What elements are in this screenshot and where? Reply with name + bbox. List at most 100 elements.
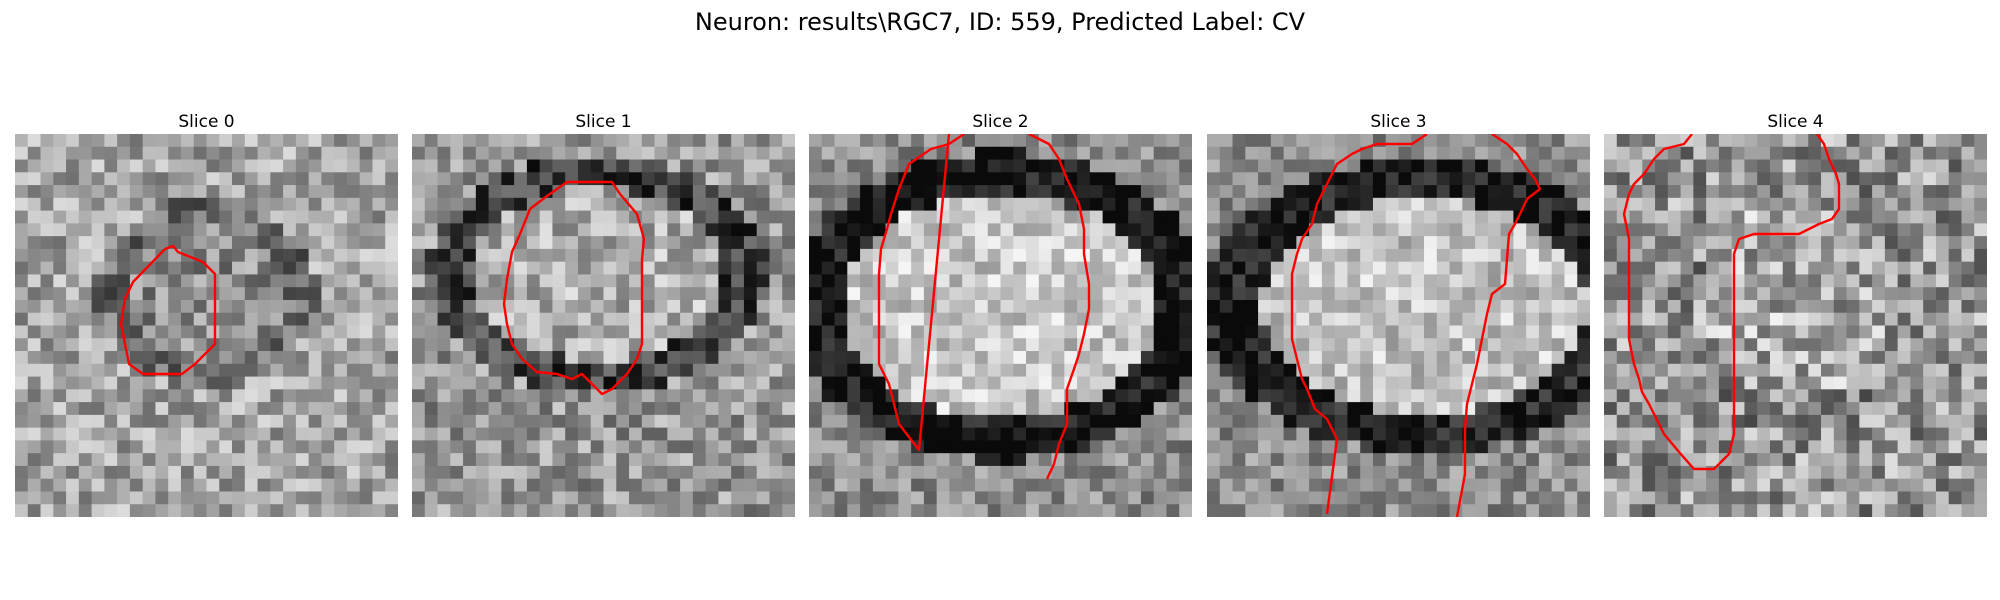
image-pixel (1321, 197, 1336, 212)
image-pixel (232, 504, 246, 517)
image-pixel (283, 402, 297, 416)
image-pixel (667, 453, 681, 467)
image-pixel (1872, 134, 1886, 148)
image-pixel (1833, 134, 1848, 148)
image-pixel (962, 185, 976, 199)
image-pixel (1961, 197, 1975, 212)
image-pixel (1385, 134, 1400, 148)
image-pixel (962, 325, 976, 339)
image-pixel (1718, 363, 1733, 378)
image-pixel (565, 325, 579, 339)
image-pixel (321, 134, 335, 148)
image-pixel (809, 172, 823, 186)
image-pixel (1102, 210, 1116, 224)
image-pixel (1833, 427, 1848, 441)
image-pixel (1487, 299, 1502, 314)
image-pixel (1961, 453, 1975, 467)
image-pixel (1436, 402, 1451, 416)
image-pixel (1219, 363, 1234, 378)
image-pixel (1604, 248, 1618, 263)
image-pixel (782, 159, 795, 173)
image-pixel (1038, 299, 1053, 314)
image-pixel (1411, 427, 1425, 441)
image-pixel (552, 274, 566, 288)
image-pixel (1513, 465, 1527, 480)
image-pixel (1680, 376, 1694, 390)
image-pixel (667, 172, 681, 186)
image-pixel (1064, 338, 1078, 352)
image-pixel (885, 287, 899, 301)
image-pixel (1475, 440, 1489, 454)
image-pixel (718, 248, 732, 263)
image-pixel (1283, 274, 1297, 288)
image-pixel (1115, 287, 1129, 301)
image-pixel (1577, 440, 1590, 454)
image-pixel (463, 363, 477, 378)
image-pixel (501, 351, 515, 365)
image-pixel (424, 172, 439, 186)
image-pixel (270, 338, 284, 352)
image-pixel (1859, 134, 1873, 148)
image-pixel (257, 402, 271, 416)
image-pixel (219, 134, 233, 148)
image-pixel (15, 338, 29, 352)
image-pixel (1321, 159, 1336, 173)
image-pixel (1000, 402, 1014, 416)
image-pixel (334, 223, 348, 237)
image-pixel (257, 146, 271, 161)
image-pixel (1846, 363, 1860, 378)
image-pixel (1718, 402, 1733, 416)
image-pixel (232, 146, 246, 161)
image-pixel (1089, 338, 1104, 352)
image-pixel (1487, 172, 1502, 186)
image-pixel (526, 376, 541, 390)
image-pixel (692, 478, 707, 493)
image-pixel (565, 440, 579, 454)
image-pixel (1153, 274, 1168, 288)
image-pixel (641, 389, 656, 403)
image-pixel (1948, 389, 1963, 403)
image-pixel (821, 376, 836, 390)
image-pixel (1321, 363, 1336, 378)
image-pixel (590, 261, 605, 276)
image-pixel (1629, 172, 1643, 186)
image-pixel (1398, 351, 1412, 365)
image-pixel (1487, 248, 1502, 263)
image-pixel (769, 236, 783, 250)
image-pixel (1385, 453, 1400, 467)
image-pixel (641, 504, 656, 517)
image-pixel (475, 274, 490, 288)
image-pixel (27, 185, 42, 199)
image-pixel (1935, 248, 1950, 263)
image-pixel (1782, 146, 1797, 161)
image-pixel (1846, 223, 1860, 237)
image-pixel (257, 299, 271, 314)
image-pixel (1166, 325, 1180, 339)
image-pixel (424, 338, 439, 352)
image-pixel (1526, 478, 1540, 493)
image-pixel (437, 185, 451, 199)
image-pixel (1166, 185, 1180, 199)
image-pixel (1757, 146, 1771, 161)
image-pixel (769, 172, 783, 186)
image-pixel (1258, 159, 1272, 173)
image-pixel (1064, 299, 1078, 314)
image-pixel (488, 134, 502, 148)
image-pixel (1449, 376, 1463, 390)
image-pixel (1128, 427, 1142, 441)
image-pixel (1872, 287, 1886, 301)
image-pixel (654, 376, 668, 390)
image-pixel (1013, 287, 1027, 301)
image-pixel (1000, 351, 1014, 365)
image-pixel (1948, 236, 1963, 250)
image-pixel (129, 274, 144, 288)
image-pixel (1309, 134, 1323, 148)
image-pixel (1398, 299, 1412, 314)
image-pixel (1013, 325, 1027, 339)
image-pixel (1207, 185, 1221, 199)
image-pixel (488, 261, 502, 276)
image-pixel (616, 159, 630, 173)
image-pixel (463, 185, 477, 199)
image-pixel (1347, 491, 1361, 505)
image-pixel (15, 248, 29, 263)
